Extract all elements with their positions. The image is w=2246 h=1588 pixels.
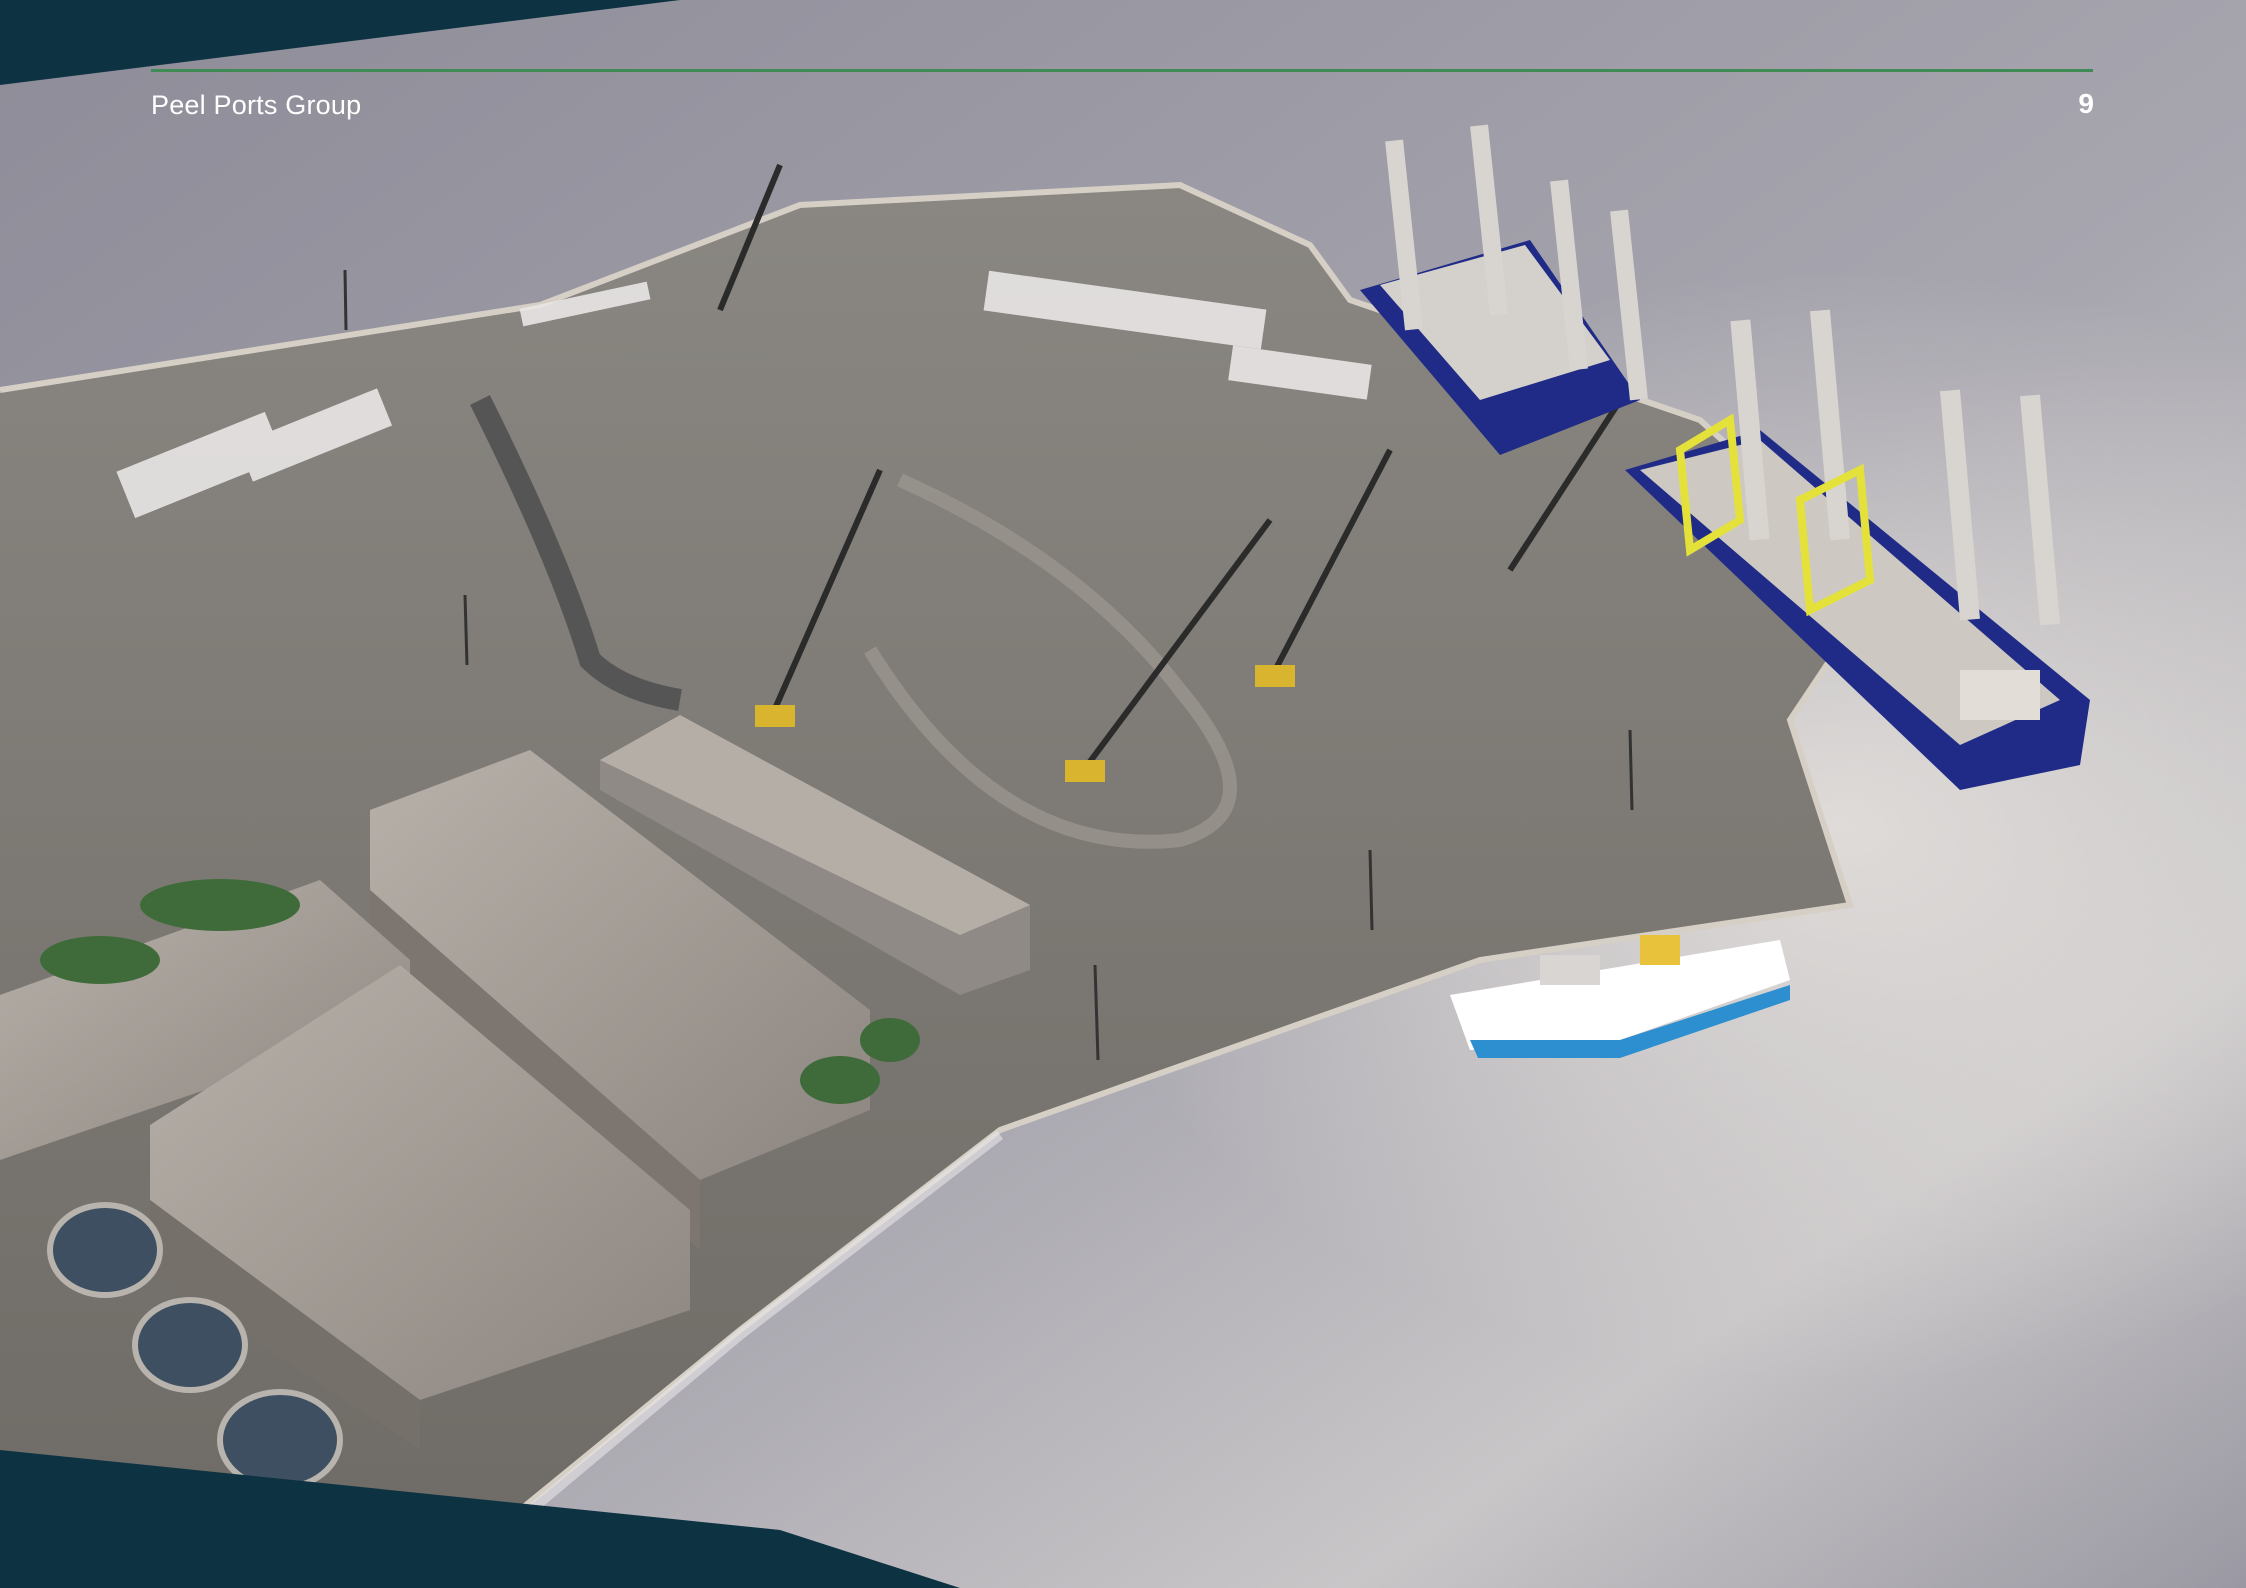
header-rule <box>151 69 2093 72</box>
crane-bases <box>755 665 1295 782</box>
jackup-vessel-1 <box>1360 124 1648 455</box>
light-masts <box>343 269 1634 1061</box>
warehouses <box>0 715 1030 1450</box>
trees <box>40 879 920 1104</box>
jackup-vessel-2 <box>1625 309 2090 790</box>
navy-band-top <box>0 0 680 85</box>
navy-band-bottom <box>0 1450 960 1588</box>
page-number: 9 <box>2078 88 2094 119</box>
service-vessel <box>1450 935 1790 1058</box>
blade-racks <box>116 270 1372 519</box>
brand-name: Peel Ports Group <box>151 90 362 120</box>
storage-tanks <box>47 1202 343 1491</box>
